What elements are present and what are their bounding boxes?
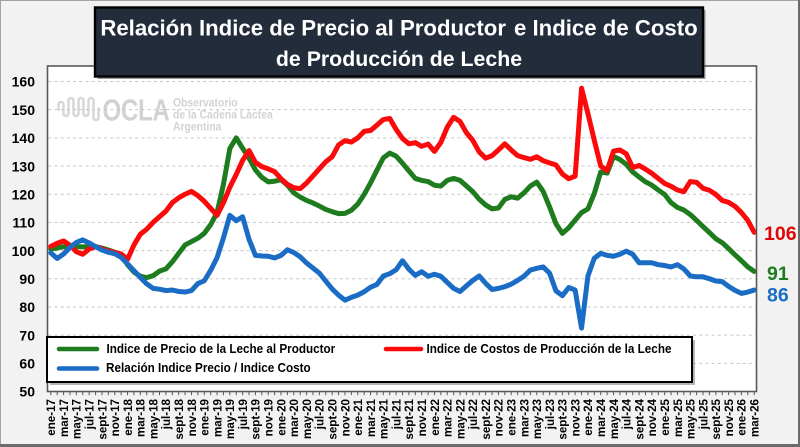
svg-text:ene-21: ene-21 <box>352 398 365 435</box>
svg-text:ene-22: ene-22 <box>429 399 442 436</box>
svg-text:90: 90 <box>19 271 35 287</box>
svg-text:may-17: may-17 <box>71 399 84 439</box>
svg-text:sept-24: sept-24 <box>633 398 646 439</box>
svg-text:sept-20: sept-20 <box>326 399 339 440</box>
svg-text:sept-18: sept-18 <box>173 398 186 439</box>
svg-text:may-21: may-21 <box>378 398 391 439</box>
svg-text:91: 91 <box>767 263 789 285</box>
svg-text:110: 110 <box>12 215 35 231</box>
svg-text:mar-26: mar-26 <box>748 398 761 437</box>
svg-text:50: 50 <box>19 384 35 400</box>
svg-text:140: 140 <box>12 130 36 146</box>
svg-text:may-22: may-22 <box>454 399 467 439</box>
svg-text:mar-22: mar-22 <box>442 399 455 437</box>
svg-text:130: 130 <box>12 158 36 174</box>
svg-text:ene-24: ene-24 <box>582 398 595 435</box>
svg-text:mar-25: mar-25 <box>672 398 685 437</box>
svg-text:may-20: may-20 <box>301 399 314 439</box>
svg-text:jul-21: jul-21 <box>390 398 403 430</box>
svg-text:Relación Indice Precio / Indic: Relación Indice Precio / Indice Costo <box>106 360 311 375</box>
svg-text:nov-22: nov-22 <box>493 399 506 436</box>
svg-text:ene-25: ene-25 <box>659 398 672 435</box>
svg-text:ene-20: ene-20 <box>275 399 288 436</box>
svg-text:120: 120 <box>12 186 36 202</box>
svg-text:80: 80 <box>19 299 35 315</box>
svg-text:sept-17: sept-17 <box>96 399 109 440</box>
svg-text:nov-19: nov-19 <box>263 398 276 436</box>
svg-text:jul-25: jul-25 <box>697 398 710 430</box>
svg-text:Indice de Precio de la Leche a: Indice de Precio de la Leche al Producto… <box>107 341 336 356</box>
svg-text:may-19: may-19 <box>224 398 237 439</box>
svg-text:nov-21: nov-21 <box>416 398 429 436</box>
svg-text:mar-20: mar-20 <box>288 399 301 437</box>
svg-text:jul-24: jul-24 <box>621 398 634 430</box>
svg-text:nov-18: nov-18 <box>186 398 199 436</box>
svg-text:de la Cadena Láctea: de la Cadena Láctea <box>173 109 274 122</box>
svg-text:ene-26: ene-26 <box>736 398 749 435</box>
svg-text:may-23: may-23 <box>531 398 544 439</box>
svg-text:Observatorio: Observatorio <box>173 97 238 110</box>
svg-text:nov-23: nov-23 <box>569 398 582 436</box>
svg-text:ene-23: ene-23 <box>506 398 519 435</box>
svg-text:sept-25: sept-25 <box>710 398 723 439</box>
svg-text:mar-23: mar-23 <box>518 398 531 437</box>
svg-text:de Producción de Leche: de Producción de Leche <box>276 47 522 71</box>
svg-text:150: 150 <box>12 102 36 118</box>
svg-text:Indice de Costos de Producción: Indice de Costos de Producción de la Lec… <box>427 341 672 356</box>
svg-text:sept-21: sept-21 <box>403 398 416 439</box>
svg-text:mar-21: mar-21 <box>365 398 378 437</box>
svg-text:nov-20: nov-20 <box>339 399 352 436</box>
svg-text:mar-18: mar-18 <box>135 398 148 437</box>
svg-text:mar-24: mar-24 <box>595 398 608 437</box>
svg-text:sept-22: sept-22 <box>480 399 493 440</box>
svg-text:mar-17: mar-17 <box>58 399 71 437</box>
svg-text:ene-19: ene-19 <box>199 398 212 435</box>
svg-text:nov-17: nov-17 <box>109 399 122 436</box>
svg-text:100: 100 <box>12 243 36 259</box>
svg-text:jul-23: jul-23 <box>544 398 557 430</box>
svg-text:ene-17: ene-17 <box>45 399 58 436</box>
svg-text:nov-25: nov-25 <box>723 398 736 436</box>
svg-text:ene-18: ene-18 <box>122 398 135 435</box>
svg-text:86: 86 <box>767 285 789 307</box>
svg-text:sept-19: sept-19 <box>250 398 263 439</box>
svg-text:Relación Indice de Precio al P: Relación Indice de Precio al Productor e… <box>100 15 697 40</box>
svg-text:nov-24: nov-24 <box>646 398 659 436</box>
svg-text:160: 160 <box>12 74 36 90</box>
svg-text:may-24: may-24 <box>608 398 621 439</box>
svg-text:mar-19: mar-19 <box>211 398 224 437</box>
svg-text:60: 60 <box>19 356 35 372</box>
svg-text:may-18: may-18 <box>147 398 160 439</box>
svg-text:jul-19: jul-19 <box>237 398 250 430</box>
svg-text:106: 106 <box>764 223 797 245</box>
svg-text:jul-18: jul-18 <box>160 398 173 430</box>
svg-text:jul-17: jul-17 <box>83 399 96 430</box>
svg-text:70: 70 <box>19 327 35 343</box>
svg-text:may-25: may-25 <box>685 398 698 439</box>
svg-text:sept-23: sept-23 <box>557 398 570 439</box>
svg-text:jul-22: jul-22 <box>467 399 480 430</box>
svg-text:jul-20: jul-20 <box>314 399 327 430</box>
svg-text:Argentina: Argentina <box>173 121 222 134</box>
